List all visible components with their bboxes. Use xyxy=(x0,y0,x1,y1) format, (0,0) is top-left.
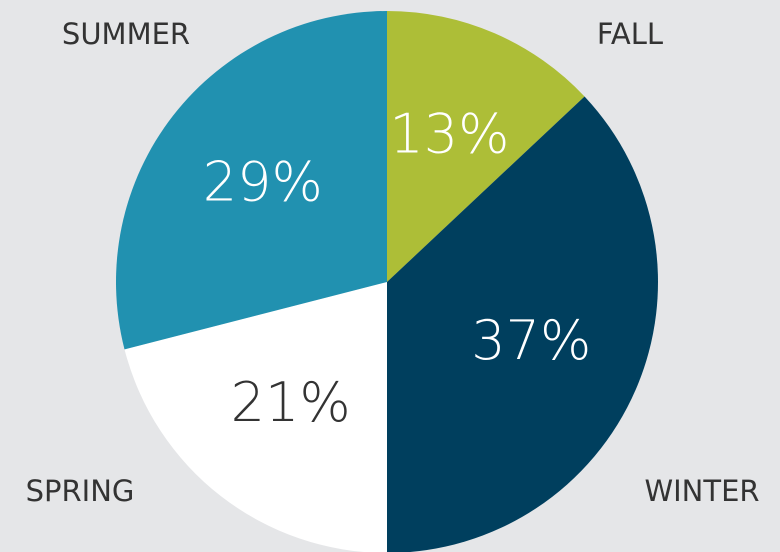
pie-slice xyxy=(387,11,585,282)
value-label: 29% xyxy=(203,150,323,213)
category-label: WINTER xyxy=(644,474,759,508)
pie-slice xyxy=(115,11,387,350)
category-label: SPRING xyxy=(26,474,135,508)
pie-slice xyxy=(387,96,658,552)
value-label: 13% xyxy=(389,102,509,165)
category-label: FALL xyxy=(597,17,663,51)
value-label: 37% xyxy=(471,309,591,372)
category-label: SUMMER xyxy=(62,17,190,51)
value-label: 21% xyxy=(231,371,351,434)
pie-slice xyxy=(124,282,387,552)
